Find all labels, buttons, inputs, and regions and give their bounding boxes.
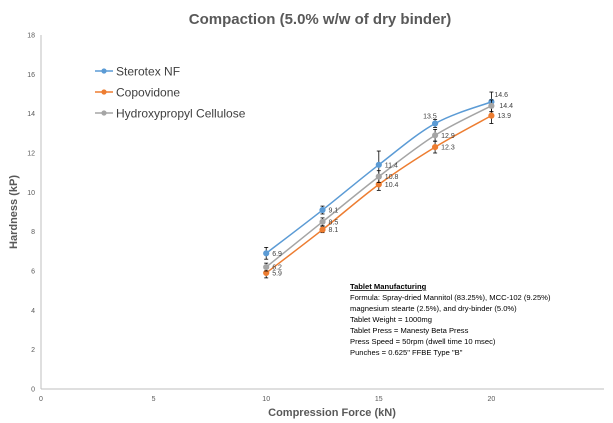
tablet-manufacturing-note: Tablet Manufacturing Formula: Spray-drie… — [350, 282, 551, 357]
data-point — [319, 226, 326, 233]
chart-axes — [40, 35, 604, 390]
x-tick-label: 10 — [262, 396, 270, 403]
note-line: magnesium stearte (2.5%), and dry-binder… — [350, 304, 517, 313]
x-axis-ticks: 0 5 10 15 20 — [39, 396, 495, 403]
note-line: Formula: Spray-dried Mannitol (83.25%), … — [350, 293, 551, 302]
note-line: Tablet Weight = 1000mg — [350, 315, 432, 324]
legend-entry-copovidone: Copovidone — [116, 86, 180, 100]
data-point — [319, 206, 326, 214]
data-label-copovidone: 5.9 — [272, 270, 282, 277]
data-point — [488, 102, 495, 109]
data-point — [432, 120, 439, 127]
series-sterotex-nf — [263, 91, 495, 260]
data-label-hydroxypropyl-cellulose: 10.8 — [385, 174, 399, 181]
data-point — [319, 218, 326, 225]
series-copovidone — [263, 107, 495, 279]
y-axis-ticks: 0 2 4 6 8 10 12 14 16 18 — [27, 33, 35, 394]
data-label-copovidone: 10.4 — [385, 182, 399, 189]
x-tick-label: 5 — [152, 396, 156, 403]
data-point — [263, 263, 270, 271]
data-point — [488, 112, 495, 119]
y-tick-label: 8 — [31, 229, 35, 236]
legend-marker-copovidone — [101, 89, 107, 95]
x-tick-label: 15 — [375, 396, 383, 403]
y-axis-title: Hardness (kP) — [8, 175, 20, 249]
y-tick-label: 0 — [31, 387, 35, 394]
note-line: Tablet Press = Manesty Beta Press — [350, 326, 469, 335]
legend-marker-hydroxypropyl-cellulose — [101, 110, 107, 116]
series-hydroxypropyl-cellulose — [263, 99, 495, 272]
y-tick-label: 6 — [31, 269, 35, 276]
data-label-sterotex-nf: 14.6 — [494, 92, 508, 99]
y-tick-label: 10 — [27, 190, 35, 197]
y-tick-label: 12 — [27, 151, 35, 158]
data-label-sterotex-nf: 11.4 — [385, 162, 398, 169]
data-point — [375, 173, 382, 180]
chart-legend: Sterotex NF Copovidone Hydroxypropyl Cellu… — [95, 65, 246, 121]
data-label-hydroxypropyl-cellulose: 14.4 — [499, 103, 513, 110]
x-tick-label: 20 — [488, 396, 496, 403]
data-label-copovidone: 8.1 — [329, 227, 339, 234]
data-label-sterotex-nf: 6.9 — [272, 251, 282, 258]
data-label-sterotex-nf: 13.5 — [423, 114, 437, 121]
y-tick-label: 14 — [27, 111, 35, 118]
data-point — [375, 161, 382, 168]
series-line-copovidone — [265, 114, 492, 274]
y-tick-label: 2 — [31, 347, 35, 354]
series-layer: 6.9 9.1 11.4 13.5 14.6 5.9 8.1 10.4 12.3 13.9 6.2 8… — [263, 91, 513, 279]
data-label-hydroxypropyl-cellulose: 8.5 — [329, 219, 339, 226]
data-label-sterotex-nf: 9.1 — [329, 208, 339, 215]
note-line: Press Speed = 50rpm (dwell time 10 msec) — [350, 337, 496, 346]
y-tick-label: 18 — [27, 33, 35, 40]
y-tick-label: 16 — [27, 72, 35, 79]
data-label-hydroxypropyl-cellulose: 12.9 — [441, 133, 455, 140]
data-label-copovidone: 12.3 — [441, 145, 455, 152]
data-point — [432, 144, 439, 151]
data-label-copovidone: 13.9 — [497, 113, 511, 120]
data-point — [263, 250, 270, 257]
legend-marker-sterotex-nf — [101, 68, 107, 74]
x-axis-title: Compression Force (kN) — [268, 407, 396, 419]
note-line: Punches = 0.625" FFBE Type "B" — [350, 348, 463, 357]
chart-title: Compaction (5.0% w/w of dry binder) — [189, 11, 452, 28]
y-tick-label: 4 — [31, 308, 35, 315]
data-label-hydroxypropyl-cellulose: 6.2 — [272, 265, 282, 272]
legend-entry-sterotex-nf: Sterotex NF — [116, 65, 180, 79]
data-point — [432, 132, 439, 139]
note-heading: Tablet Manufacturing — [350, 282, 427, 291]
legend-entry-hydroxypropyl-cellulose: Hydroxypropyl Cellulose — [116, 107, 246, 121]
x-tick-label: 0 — [39, 396, 43, 403]
